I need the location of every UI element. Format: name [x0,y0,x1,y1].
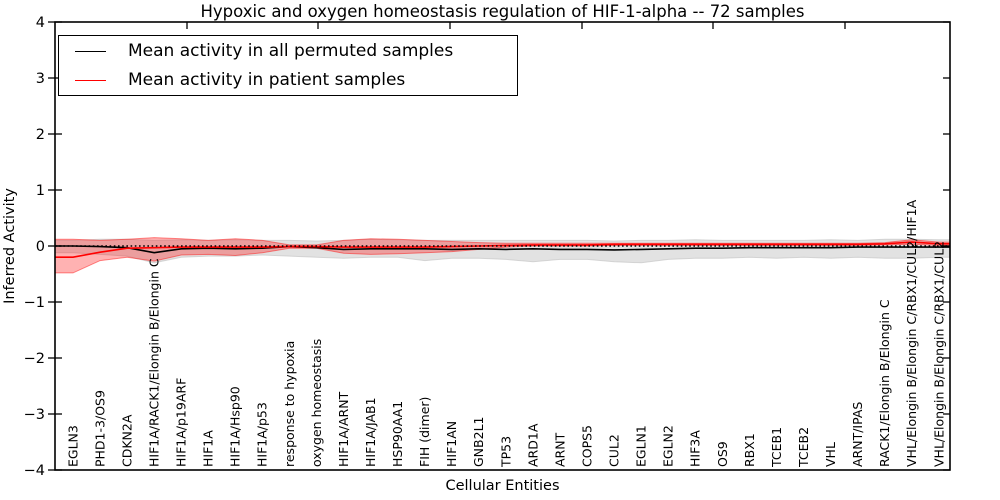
x-category-label: TCEB1 [769,427,784,468]
x-category-label: HIF1A/RACK1/Elongin B/Elongin C [146,258,161,467]
x-category-label: VHL/Elongin B/Elongin C/RBX1/CUL2 [931,241,946,467]
y-tick-label: 3 [36,71,45,87]
x-category-label: HIF1A/p19ARF [174,378,189,467]
x-category-label: ARD1A [525,423,540,467]
top-axis-ticks [186,22,846,29]
x-category-label: response to hypoxia [282,341,297,467]
x-category-label: ARNT [552,432,567,467]
y-axis-ticks: 4 3 2 1 0 −1 −2 −3 −4 [24,15,950,479]
x-category-label: GNB2L1 [471,417,486,467]
y-tick-label: −3 [24,407,45,423]
x-category-label: FIH (dimer) [417,397,432,467]
x-axis-label: Cellular Entities [445,478,560,494]
x-category-label: COPS5 [579,425,594,467]
x-category-label: CDKN2A [119,414,134,467]
legend: Mean activity in all permuted samples Me… [58,35,518,96]
x-category-label: EGLN3 [65,425,80,467]
x-category-label: EGLN1 [634,425,649,467]
legend-label: Mean activity in patient samples [128,70,406,90]
y-tick-label: −1 [24,295,45,311]
x-category-label: HIF1A/ARNT [336,391,351,467]
y-tick-label: 4 [36,15,45,31]
chart-title: Hypoxic and oxygen homeostasis regulatio… [200,2,805,21]
x-category-label: HIF1A/Hsp90 [228,386,243,467]
x-category-label: PHD1-3/OS9 [92,390,107,467]
x-category-label: TP53 [498,436,513,468]
x-category-label: TCEB2 [796,427,811,468]
x-category-label: HIF1A [201,430,216,467]
legend-item-permuted: Mean activity in all permuted samples [59,40,517,62]
x-category-label: HIF1A/JAB1 [363,397,378,467]
x-category-label: RACK1/Elongin B/Elongin C [877,299,892,467]
y-tick-label: 1 [36,183,45,199]
x-category-label: CUL2 [607,434,622,467]
permuted-line-swatch-icon [75,50,106,52]
y-axis-label: Inferred Activity [2,188,18,304]
permuted-mean-line [55,245,950,254]
x-category-label: HSP90AA1 [390,401,405,467]
y-tick-label: 2 [36,127,45,143]
legend-item-patient: Mean activity in patient samples [59,69,517,91]
x-category-label: VHL [823,442,838,467]
y-tick-label: 0 [36,239,45,255]
y-tick-label: −2 [24,351,45,367]
x-category-label: HIF1A/p53 [255,402,270,467]
patient-line-swatch-icon [75,79,106,81]
x-category-label: HIF1AN [444,421,459,467]
x-category-label: HIF3A [688,430,703,467]
x-category-label: EGLN2 [661,425,676,467]
y-tick-label: −4 [24,463,45,479]
legend-label: Mean activity in all permuted samples [128,41,454,61]
x-category-label: oxygen homeostasis [309,339,324,467]
x-category-label: VHL/Elongin B/Elongin C/RBX1/CUL2/HIF1A [904,199,919,467]
x-category-label: OS9 [715,441,730,467]
x-category-label: RBX1 [742,433,757,467]
x-category-label: ARNT/IPAS [850,402,865,467]
x-category-labels: EGLN3 PHD1-3/OS9 CDKN2A HIF1A/RACK1/Elongin… [65,199,946,468]
